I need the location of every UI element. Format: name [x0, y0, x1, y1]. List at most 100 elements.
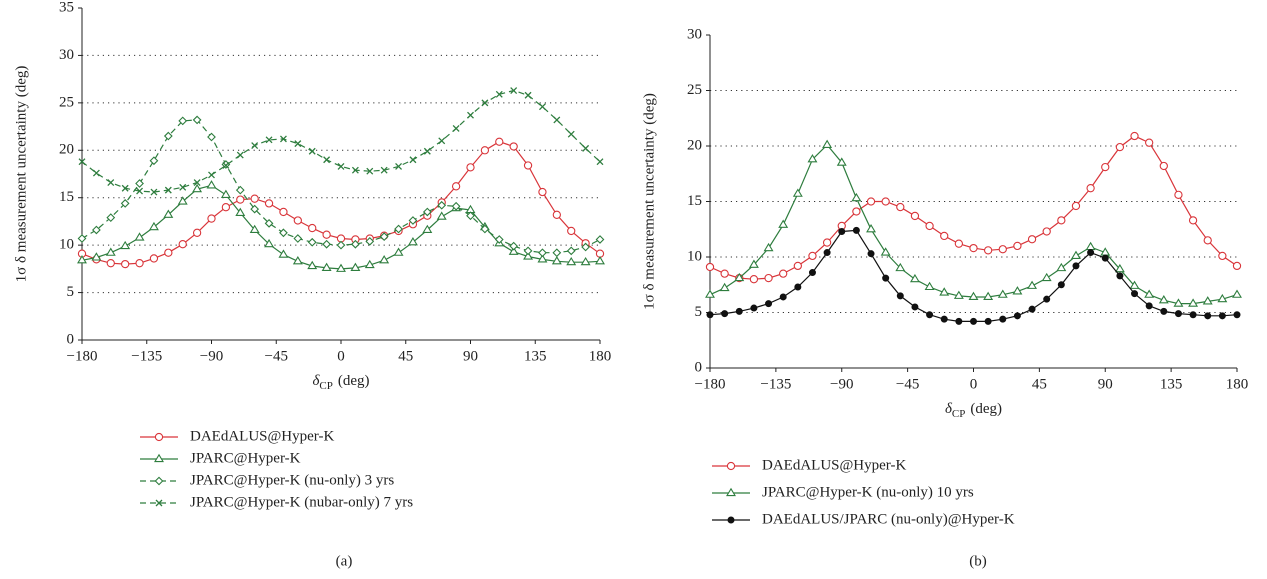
marker: [365, 236, 375, 246]
marker: [1071, 201, 1081, 211]
x-tick-label: 180: [589, 348, 612, 364]
marker: [322, 239, 331, 249]
legend-marker: [154, 432, 164, 442]
marker: [538, 248, 547, 258]
marker: [823, 249, 831, 257]
y-tick-label: 25: [59, 94, 74, 110]
marker: [307, 260, 318, 270]
marker: [551, 255, 562, 265]
chart-panel: 0 5 10 15 20 25 30 35 −180 −135 −90 −45 0 45 90 135 180 1…: [13, 0, 611, 569]
y-axis-label: 1σ δ measurement uncertainty (deg): [641, 93, 657, 310]
x-axis-label: δCP (deg): [945, 401, 1002, 419]
marker: [524, 91, 532, 99]
marker: [852, 207, 861, 216]
legend-label: JPARC@Hyper-K (nu-only) 3 yrs: [190, 472, 394, 488]
y-tick-label: 20: [687, 137, 702, 153]
marker: [719, 282, 730, 292]
marker: [750, 304, 758, 312]
marker: [322, 230, 331, 239]
marker: [1204, 312, 1212, 320]
marker: [106, 213, 116, 223]
marker: [207, 132, 216, 142]
marker: [969, 243, 978, 253]
marker: [236, 151, 244, 159]
marker: [553, 116, 561, 124]
marker: [1130, 131, 1139, 141]
marker: [955, 317, 963, 325]
marker: [881, 197, 890, 206]
marker: [395, 162, 403, 170]
x-tick-label: −135: [131, 348, 162, 364]
marker: [953, 290, 964, 299]
marker: [481, 99, 489, 107]
x-tick-label: 45: [398, 348, 413, 364]
marker: [794, 283, 802, 291]
marker: [379, 232, 389, 241]
marker: [436, 211, 447, 220]
marker: [364, 259, 375, 269]
marker: [1159, 161, 1168, 171]
marker: [1189, 311, 1197, 319]
marker: [1012, 286, 1023, 295]
marker: [1202, 296, 1213, 305]
marker: [764, 273, 773, 283]
marker: [705, 289, 715, 298]
marker: [350, 262, 361, 271]
marker: [552, 210, 561, 219]
marker: [1188, 216, 1198, 225]
legend-marker: [726, 487, 736, 497]
marker: [250, 194, 259, 203]
marker: [120, 240, 131, 250]
marker: [106, 259, 115, 268]
marker: [909, 273, 920, 283]
marker: [221, 203, 231, 212]
marker: [970, 317, 977, 325]
marker: [192, 228, 202, 237]
marker: [308, 147, 316, 155]
marker: [793, 261, 802, 271]
marker: [380, 166, 388, 174]
marker: [294, 140, 302, 148]
marker: [1158, 295, 1169, 304]
marker: [1028, 305, 1036, 313]
marker: [178, 240, 187, 249]
marker: [838, 227, 846, 235]
marker: [567, 226, 576, 236]
marker: [164, 186, 172, 194]
marker: [523, 251, 534, 260]
marker: [896, 292, 904, 300]
marker: [321, 262, 332, 271]
y-tick-label: 20: [59, 142, 74, 158]
x-axis-subscript: CP: [952, 408, 965, 420]
marker: [1145, 302, 1153, 310]
y-tick-label: 30: [687, 26, 702, 42]
marker: [480, 224, 490, 234]
marker: [466, 211, 475, 221]
marker: [1145, 138, 1154, 147]
y-axis-label: 1σ δ measurement uncertainty (deg): [13, 66, 29, 283]
marker: [939, 287, 950, 296]
marker: [720, 269, 729, 278]
marker: [179, 183, 187, 191]
marker: [409, 156, 417, 164]
legend-marker: [154, 476, 164, 486]
y-tick-label: 15: [687, 193, 702, 209]
marker: [538, 187, 547, 197]
x-tick-label: 180: [1226, 376, 1249, 392]
legend-label: DAEdALUS@Hyper-K: [190, 428, 334, 444]
marker: [763, 242, 774, 252]
marker: [494, 235, 504, 244]
y-tick-label: 10: [59, 237, 74, 253]
x-axis-subscript: CP: [319, 380, 332, 392]
marker: [149, 156, 159, 166]
marker: [92, 169, 100, 177]
marker: [77, 255, 87, 264]
marker: [164, 248, 173, 257]
marker: [1144, 289, 1155, 298]
marker: [451, 182, 461, 191]
marker: [423, 147, 431, 155]
marker: [895, 262, 906, 272]
legend-marker: [726, 461, 736, 471]
marker: [911, 303, 919, 311]
